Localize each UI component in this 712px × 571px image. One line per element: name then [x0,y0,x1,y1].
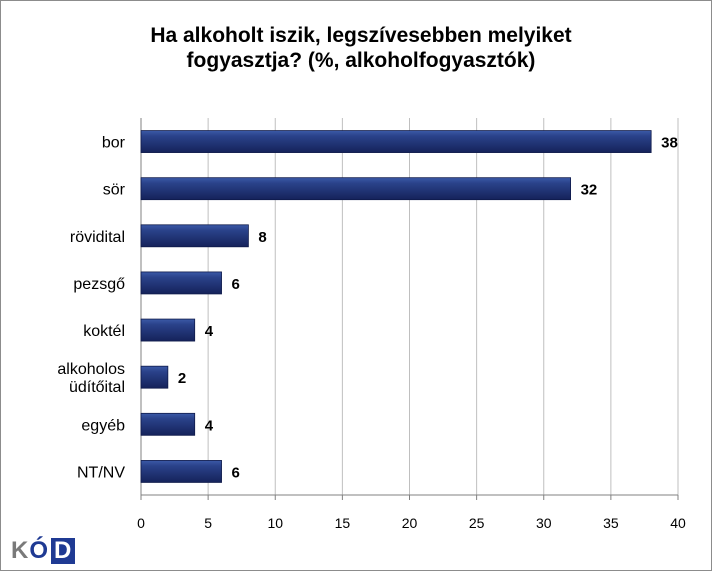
value-label: 32 [581,182,598,199]
category-labels: bor sör rövidital pezsgő koktél alkoholos üdít… [57,135,125,482]
x-tick-label: 5 [204,515,212,531]
kod-logo: K Ó D [11,537,76,564]
category-label: pezsgő [73,276,125,293]
x-tick-label: 20 [402,515,418,531]
x-tick-label: 35 [603,515,619,531]
chart-title-line2: fogyasztja? (%, alkoholfogyasztók) [186,49,536,72]
bar [140,177,572,201]
category-label: NT/NV [77,464,125,481]
bar [140,271,222,295]
chart-title: Ha alkoholt iszik, legszívesebben melyik… [61,23,661,73]
category-label: sör [103,182,126,199]
value-label: 38 [661,135,678,152]
bar [140,412,196,436]
value-labels: 38 32 8 6 4 2 4 6 [178,135,678,482]
x-tick-label: 30 [536,515,552,531]
category-label: alkoholos üdítőital [57,361,125,396]
category-label: rövidital [70,229,125,246]
bar [140,460,222,483]
value-label: 4 [205,417,214,434]
value-label: 4 [205,323,214,340]
bar [140,224,249,248]
category-label: egyéb [81,417,125,434]
value-label: 6 [232,464,240,481]
x-axis-ticks: 0 5 10 15 20 25 30 35 40 [137,495,686,531]
logo-letter-o: Ó [29,537,50,564]
bar [140,365,169,389]
logo-letter-k: K [11,537,30,564]
x-tick-label: 10 [267,515,283,531]
x-tick-label: 40 [670,515,686,531]
logo-letter-d: D [51,538,76,564]
x-tick-label: 25 [469,515,485,531]
value-label: 8 [258,229,266,246]
category-label: koktél [83,323,125,340]
value-label: 2 [178,370,186,387]
bar [140,318,196,342]
bars [140,130,652,483]
gridlines [140,118,679,496]
category-label: bor [102,135,126,152]
x-tick-label: 15 [335,515,351,531]
chart-title-line1: Ha alkoholt iszik, legszívesebben melyik… [150,24,572,47]
x-tick-label: 0 [137,515,145,531]
bar [140,130,652,153]
value-label: 6 [232,276,240,293]
